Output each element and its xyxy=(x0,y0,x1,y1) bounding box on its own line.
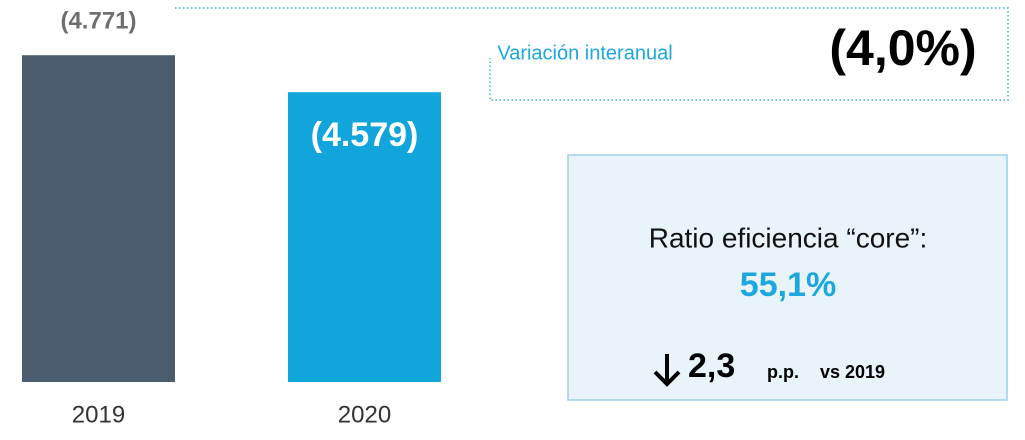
change-ref: vs 2019 xyxy=(820,362,885,382)
change-value: 2,3 xyxy=(688,347,735,385)
x-tick-label: 2020 xyxy=(338,401,391,428)
change-unit: p.p. xyxy=(767,362,799,382)
yoy-value: (4,0%) xyxy=(829,20,976,76)
value-label: (4.579) xyxy=(311,116,419,154)
bar xyxy=(288,92,441,382)
ratio-label: Ratio eficiencia “core”: xyxy=(649,222,928,253)
info-box xyxy=(567,154,1008,401)
ratio-value: 55,1% xyxy=(740,266,836,304)
bar xyxy=(22,55,175,383)
yoy-label: Variación interanual xyxy=(497,42,672,64)
down-arrow xyxy=(653,354,681,387)
yoy-frame xyxy=(175,7,1009,101)
x-tick-label: 2019 xyxy=(72,401,125,428)
dotted-frame xyxy=(175,7,1009,101)
value-label: (4.771) xyxy=(60,8,136,35)
